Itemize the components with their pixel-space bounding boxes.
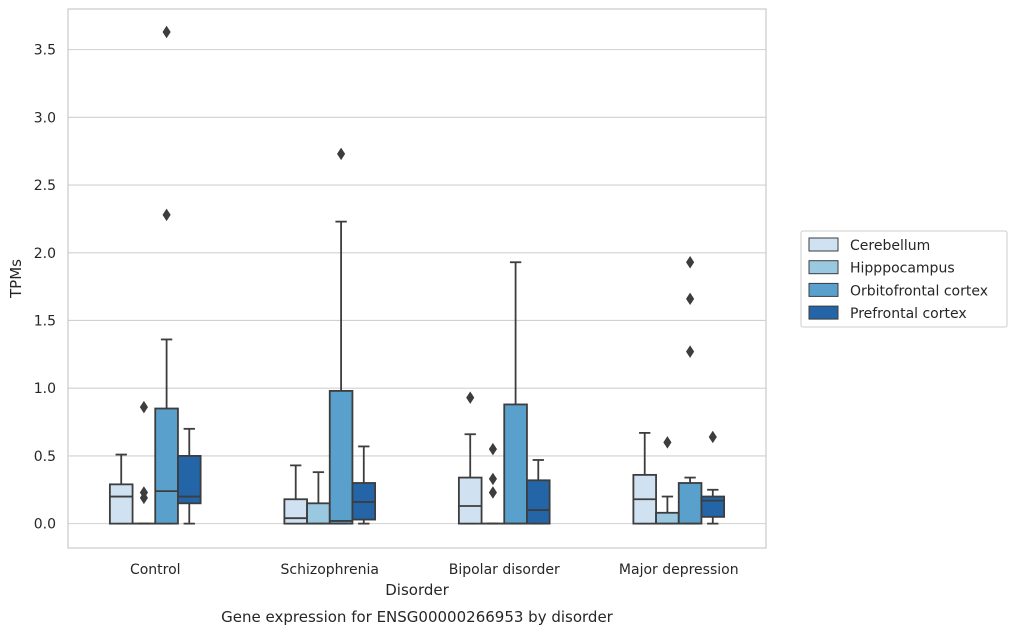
box (457, 476, 483, 525)
x-axis-label: Disorder (385, 581, 449, 599)
box-group (283, 464, 308, 525)
legend: Cerebellum Hipppocampus Orbitofrontal cort… (800, 230, 1008, 328)
outlier-point (162, 208, 171, 222)
box (154, 407, 179, 525)
box-group (677, 256, 703, 525)
y-tick-label: 1.0 (34, 381, 56, 397)
x-axis-ticks: Control Schizophrenia Bipolar disorder Majo… (130, 562, 739, 578)
y-tick-label: 3.5 (34, 43, 56, 59)
y-axis-label: TPMs (7, 259, 25, 299)
box-group (108, 453, 134, 525)
legend-label: Prefrontal cortex (850, 306, 967, 322)
legend-label: Cerebellum (850, 238, 930, 254)
box-group (526, 459, 551, 525)
box (700, 495, 726, 518)
chart-title: Gene expression for ENSG00000266953 by d… (221, 608, 614, 626)
y-tick-label: 0.0 (34, 517, 56, 533)
legend-swatch (808, 260, 839, 275)
box (328, 390, 354, 525)
y-axis-ticks: 0.0 0.5 1.0 1.5 2.0 2.5 3.0 3.5 (34, 43, 56, 533)
outlier-point (162, 25, 171, 39)
box (283, 498, 308, 525)
legend-frame (800, 230, 1008, 328)
outlier-point (466, 391, 475, 404)
box (108, 483, 134, 525)
legend-swatch (808, 237, 839, 252)
x-tick-label: Control (130, 562, 181, 578)
box-series (108, 25, 726, 525)
box-group (154, 25, 179, 525)
box-group (632, 431, 657, 525)
box (655, 511, 680, 525)
box-group (351, 445, 377, 525)
x-tick-label: Major depression (619, 562, 739, 578)
legend-swatch (808, 305, 839, 320)
outlier-point (139, 486, 148, 499)
box-group (655, 436, 680, 525)
outlier-point (686, 345, 695, 358)
x-tick-label: Schizophrenia (281, 562, 379, 578)
outlier-point (488, 472, 497, 486)
box-group (328, 147, 354, 525)
box (306, 502, 331, 525)
box-group (131, 400, 157, 525)
x-tick-label: Bipolar disorder (449, 562, 560, 578)
box (526, 479, 551, 525)
box-group (480, 442, 506, 525)
y-tick-label: 2.5 (34, 178, 56, 194)
outlier-point (139, 400, 148, 414)
outlier-point (686, 292, 695, 306)
box (677, 482, 703, 525)
outlier-point (686, 256, 695, 269)
y-tick-label: 2.0 (34, 246, 56, 262)
box-group (700, 430, 726, 525)
outlier-point (488, 442, 497, 456)
legend-label: Orbitofrontal cortex (850, 283, 988, 299)
box-group (306, 471, 331, 525)
legend-swatch (808, 282, 839, 297)
y-tick-label: 3.0 (34, 110, 56, 126)
outlier-point (337, 147, 346, 161)
box-group (177, 427, 202, 525)
box-group (457, 391, 483, 525)
box (177, 455, 202, 505)
y-tick-label: 0.5 (34, 449, 56, 465)
box-group (503, 261, 528, 525)
legend-label: Hipppocampus (850, 261, 955, 277)
outlier-point (663, 436, 672, 449)
plot-area-frame (67, 8, 767, 549)
box (503, 403, 528, 525)
y-tick-label: 1.5 (34, 313, 56, 329)
outlier-point (488, 486, 497, 499)
outlier-point (708, 430, 717, 444)
